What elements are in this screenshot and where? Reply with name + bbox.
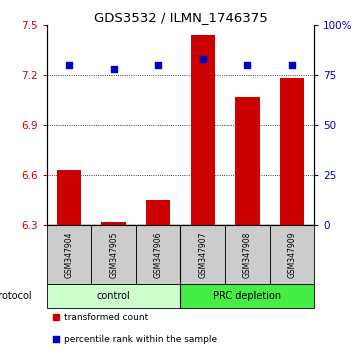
Point — [200, 56, 206, 62]
Point — [53, 315, 59, 320]
Bar — [180, 225, 225, 285]
Text: GSM347905: GSM347905 — [109, 232, 118, 278]
Bar — [235, 97, 260, 225]
Text: GSM347904: GSM347904 — [65, 232, 74, 278]
Text: control: control — [97, 291, 131, 301]
Text: percentile rank within the sample: percentile rank within the sample — [64, 335, 217, 343]
Bar — [101, 222, 126, 225]
Point — [66, 62, 72, 68]
Bar — [180, 285, 314, 308]
Text: GSM347907: GSM347907 — [198, 232, 207, 278]
Text: GSM347906: GSM347906 — [154, 232, 163, 278]
Bar — [279, 78, 304, 225]
Bar — [225, 225, 270, 285]
Text: transformed count: transformed count — [64, 313, 148, 322]
Text: GSM347909: GSM347909 — [287, 232, 296, 278]
Point — [289, 62, 295, 68]
Bar — [136, 225, 180, 285]
Point — [53, 336, 59, 342]
Bar — [146, 200, 170, 225]
Point — [244, 62, 250, 68]
Point — [111, 66, 117, 72]
Bar — [47, 225, 91, 285]
Bar — [91, 225, 136, 285]
Title: GDS3532 / ILMN_1746375: GDS3532 / ILMN_1746375 — [93, 11, 268, 24]
Bar — [191, 35, 215, 225]
Text: PRC depletion: PRC depletion — [213, 291, 281, 301]
Text: protocol: protocol — [0, 291, 31, 301]
Bar — [270, 225, 314, 285]
Bar — [47, 285, 180, 308]
Text: GSM347908: GSM347908 — [243, 232, 252, 278]
Point — [155, 62, 161, 68]
Bar — [57, 170, 82, 225]
